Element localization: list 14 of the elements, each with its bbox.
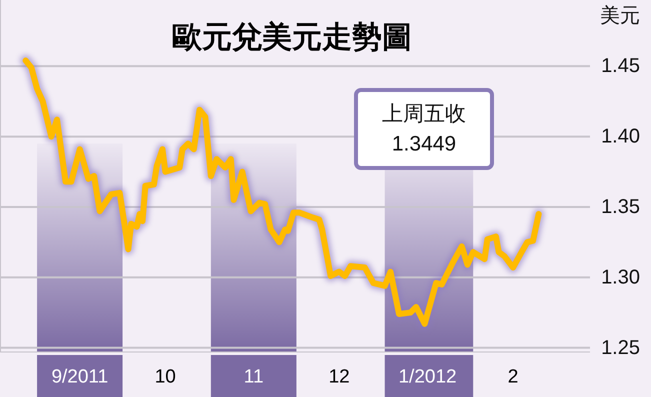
y-tick-label: 1.35 (601, 196, 640, 218)
x-tick-label: 12 (328, 366, 350, 388)
x-tick-label: 11 (244, 366, 264, 388)
y-tick-label: 1.30 (601, 266, 640, 288)
annotation: 上周五收 1.3449 (382, 102, 466, 156)
y-axis-title: 美元 (600, 4, 640, 27)
y-tick-label: 1.40 (601, 126, 640, 148)
x-tick-label: 9/2011 (51, 366, 108, 388)
y-tick-label: 1.45 (601, 55, 640, 78)
x-tick-label: 10 (154, 366, 176, 388)
y-tick-label: 1.25 (601, 336, 640, 359)
x-tick-label: 1/2012 (398, 366, 457, 388)
text: 歐元兌美元走勢圖 (172, 20, 412, 54)
x-tick-label: 2 (508, 366, 518, 388)
